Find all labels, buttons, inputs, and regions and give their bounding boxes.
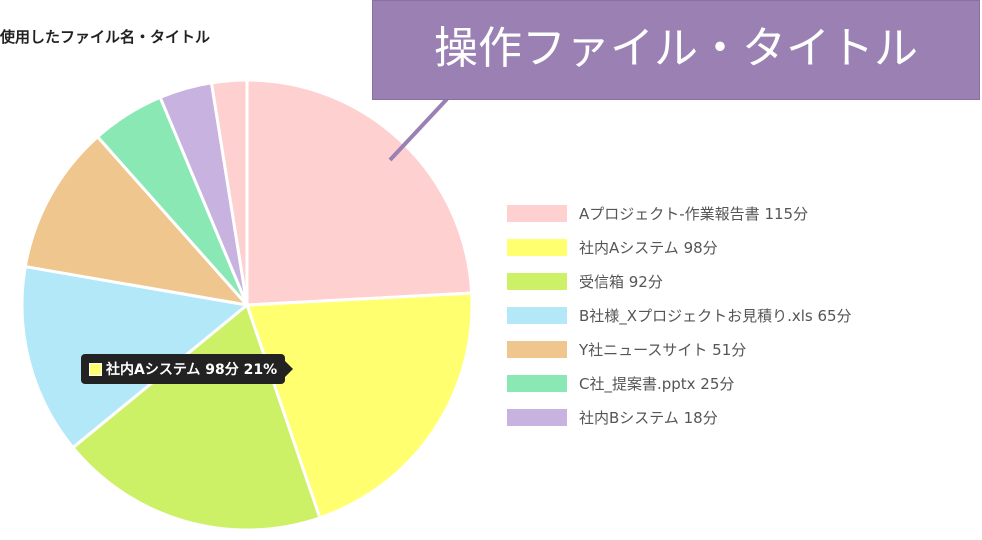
legend-swatch — [507, 238, 567, 256]
pie-slice-2[interactable] — [244, 291, 474, 520]
pie-slice-8[interactable] — [209, 78, 249, 306]
legend-item[interactable]: Aプロジェクト-作業報告書 115分 — [507, 196, 852, 230]
legend-swatch — [507, 204, 567, 222]
legend-label: 社内Bシステム 18分 — [579, 408, 718, 427]
legend-item[interactable]: B社様_Xプロジェクトお見積り.xls 65分 — [507, 298, 852, 332]
callout-label: 操作ファイル・タイトル — [372, 0, 980, 100]
callout-pointer — [388, 97, 449, 162]
legend-swatch — [507, 374, 567, 392]
legend-item[interactable]: Y社ニュースサイト 51分 — [507, 332, 852, 366]
chart-legend: Aプロジェクト-作業報告書 115分 社内Aシステム 98分 受信箱 92分 B社様_… — [507, 196, 852, 434]
pie-slice-5[interactable] — [23, 134, 251, 308]
legend-label: B社様_Xプロジェクトお見積り.xls 65分 — [579, 306, 852, 325]
legend-swatch — [507, 340, 567, 358]
legend-swatch — [507, 272, 567, 290]
legend-item[interactable]: 受信箱 92分 — [507, 264, 852, 298]
legend-label: Aプロジェクト-作業報告書 115分 — [579, 204, 809, 223]
legend-label: 受信箱 92分 — [579, 272, 663, 291]
legend-swatch — [507, 408, 567, 426]
legend-label: 社内Aシステム 98分 — [579, 238, 718, 257]
legend-item[interactable]: C社_提案書.pptx 25分 — [507, 366, 852, 400]
tooltip-swatch — [89, 362, 102, 376]
legend-item[interactable]: 社内Aシステム 98分 — [507, 230, 852, 264]
hover-tooltip: 社内Aシステム 98分 21% — [81, 354, 294, 384]
legend-item[interactable]: 社内Bシステム 18分 — [507, 400, 852, 434]
pie-slice-1[interactable] — [245, 78, 474, 307]
legend-label: Y社ニュースサイト 51分 — [579, 340, 747, 359]
legend-swatch — [507, 306, 567, 324]
legend-label: C社_提案書.pptx 25分 — [579, 374, 735, 393]
pie-slices — [20, 78, 474, 532]
chart-title: 使用したファイル名・タイトル — [0, 28, 211, 46]
tooltip-text: 社内Aシステム 98分 21% — [106, 362, 278, 378]
